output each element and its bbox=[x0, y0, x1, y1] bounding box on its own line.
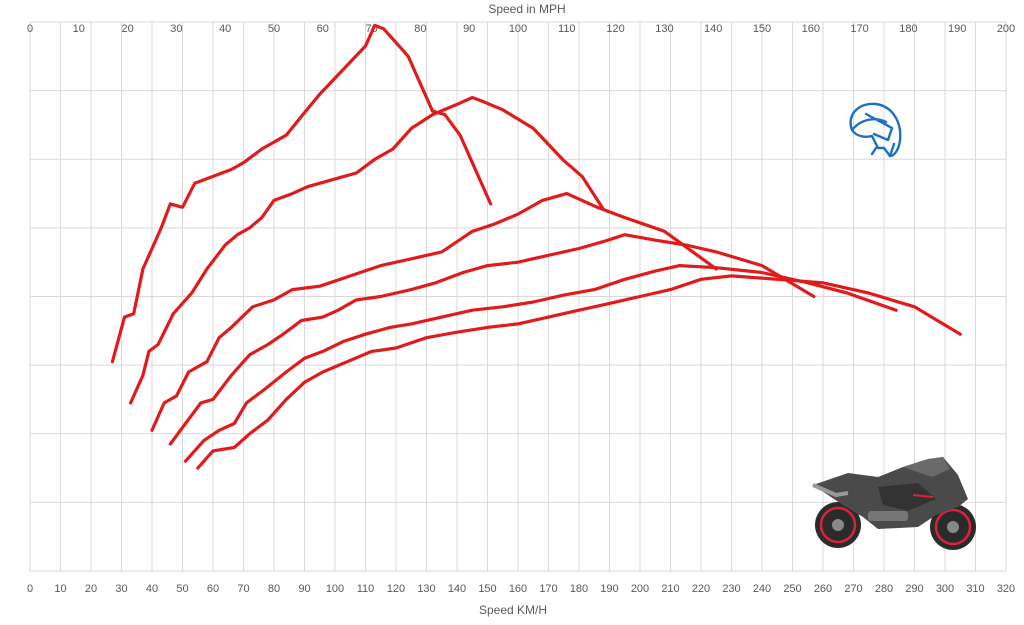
x-tick-label: 60 bbox=[207, 583, 219, 595]
x-tick-label: 0 bbox=[27, 583, 33, 595]
x-tick-label: 280 bbox=[875, 583, 893, 595]
x2-tick-label: 0 bbox=[27, 23, 33, 35]
x-axis-ticks: 0 10 20 30 40 50 60 70 80 90 100 110 120 130 140 150 160… bbox=[27, 583, 1015, 595]
x2-tick-label: 60 bbox=[317, 23, 329, 35]
x2-tick-label: 100 bbox=[509, 23, 527, 35]
x-tick-label: 250 bbox=[783, 583, 801, 595]
x2-axis-ticks: 0 10 20 30 40 50 60 70 80 90 100 110 120 130 140 150 160… bbox=[27, 23, 1015, 35]
helmet-icon bbox=[849, 102, 902, 158]
x-tick-label: 110 bbox=[357, 583, 375, 595]
grid bbox=[29, 21, 1007, 572]
motorcycle-image bbox=[812, 457, 976, 550]
x-axis-title: Speed KM/H bbox=[479, 603, 547, 617]
x-tick-label: 100 bbox=[326, 583, 344, 595]
x2-tick-label: 190 bbox=[948, 23, 966, 35]
x2-tick-label: 20 bbox=[121, 23, 133, 35]
series-lines bbox=[110, 23, 962, 470]
x-tick-label: 150 bbox=[478, 583, 496, 595]
x2-tick-label: 30 bbox=[170, 23, 182, 35]
x-tick-label: 320 bbox=[997, 583, 1015, 595]
x2-tick-label: 180 bbox=[899, 23, 917, 35]
x-tick-label: 30 bbox=[115, 583, 127, 595]
x-tick-label: 290 bbox=[905, 583, 923, 595]
x-tick-label: 140 bbox=[448, 583, 466, 595]
x-tick-label: 230 bbox=[722, 583, 740, 595]
x2-tick-label: 110 bbox=[558, 23, 576, 35]
series-line-5 bbox=[183, 264, 898, 463]
x-tick-label: 270 bbox=[844, 583, 862, 595]
x2-tick-label: 170 bbox=[850, 23, 868, 35]
x-tick-label: 10 bbox=[54, 583, 66, 595]
x-tick-label: 240 bbox=[753, 583, 771, 595]
x-tick-label: 210 bbox=[661, 583, 679, 595]
series-line-4 bbox=[168, 233, 816, 446]
x-tick-label: 50 bbox=[176, 583, 188, 595]
x2-tick-label: 80 bbox=[414, 23, 426, 35]
x-tick-label: 130 bbox=[417, 583, 435, 595]
x2-tick-label: 10 bbox=[73, 23, 85, 35]
x-tick-label: 20 bbox=[85, 583, 97, 595]
x-tick-label: 120 bbox=[387, 583, 405, 595]
series-line-1 bbox=[110, 23, 493, 364]
series-line-6 bbox=[196, 274, 962, 470]
x-tick-label: 310 bbox=[966, 583, 984, 595]
x-tick-label: 190 bbox=[600, 583, 618, 595]
x-tick-label: 220 bbox=[692, 583, 710, 595]
x-tick-label: 200 bbox=[631, 583, 649, 595]
x2-axis-title: Speed in MPH bbox=[488, 2, 565, 16]
x2-tick-label: 150 bbox=[753, 23, 771, 35]
x-tick-label: 260 bbox=[814, 583, 832, 595]
series-line-3 bbox=[150, 192, 718, 432]
x-tick-label: 170 bbox=[539, 583, 557, 595]
x-tick-label: 300 bbox=[936, 583, 954, 595]
x-tick-label: 180 bbox=[570, 583, 588, 595]
series-line-2 bbox=[129, 95, 605, 405]
x-tick-label: 40 bbox=[146, 583, 158, 595]
x-tick-label: 160 bbox=[509, 583, 527, 595]
x2-tick-label: 90 bbox=[463, 23, 475, 35]
x-tick-label: 80 bbox=[268, 583, 280, 595]
x-tick-label: 70 bbox=[237, 583, 249, 595]
x2-tick-label: 120 bbox=[606, 23, 624, 35]
x2-tick-label: 200 bbox=[997, 23, 1015, 35]
x2-tick-label: 40 bbox=[219, 23, 231, 35]
x-tick-label: 90 bbox=[298, 583, 310, 595]
x2-tick-label: 130 bbox=[655, 23, 673, 35]
x2-tick-label: 50 bbox=[268, 23, 280, 35]
x2-tick-label: 160 bbox=[802, 23, 820, 35]
x2-tick-label: 140 bbox=[704, 23, 722, 35]
